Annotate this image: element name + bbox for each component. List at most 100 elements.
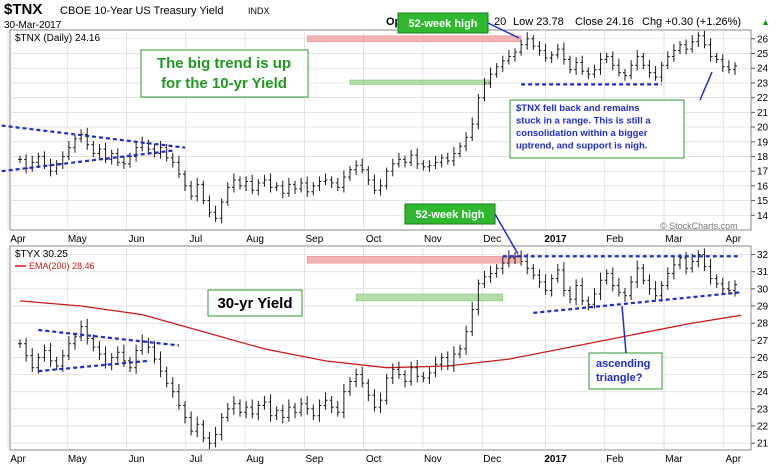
panel-top-title: $TNX (Daily) 24.16 xyxy=(15,33,100,44)
ema-line xyxy=(19,300,742,369)
x-tick-label: Nov xyxy=(424,234,442,245)
trendline-top-lower xyxy=(1,149,173,173)
x-tick-label: Jul xyxy=(189,234,202,245)
panel-top-axis: 14 15 16 17 18 19 20 21 22 23 24 25 26 xyxy=(751,34,769,222)
panel-top-frame xyxy=(9,29,752,231)
callout-30yr-text: 30-yr Yield xyxy=(217,295,292,312)
x-tick-label: May xyxy=(68,234,87,245)
panel-bottom-axis: 21 22 23 24 25 26 27 28 29 30 31 32 xyxy=(751,250,769,450)
header-change: Chg +0.30 (+1.26%) xyxy=(642,16,741,28)
support-zone xyxy=(355,293,504,302)
ema-legend-label: EMA(200) 28.46 xyxy=(29,261,95,271)
x-tick-label: Apr xyxy=(10,234,26,245)
x-tick-label: Feb xyxy=(606,454,624,465)
x-tick-label: 2017 xyxy=(544,234,567,245)
panel-bottom-title: $TYX 30.25 xyxy=(15,249,68,260)
x-tick-label: Dec xyxy=(483,234,501,245)
panel-top-month-labels: Apr May Jun Jul Aug Sep Oct Nov Dec 2017 Feb Mar Apr xyxy=(10,234,742,245)
y-tick-label: 22 xyxy=(757,93,769,104)
panel-bottom-frame xyxy=(9,245,752,451)
callout-note-range-text: $TNX fell back and remains stuck in a ran… xyxy=(516,103,651,152)
y-tick-label: 21 xyxy=(757,439,769,450)
badge-52wk-top: 52-week high xyxy=(397,12,520,39)
x-tick-label: Dec xyxy=(483,454,501,465)
y-tick-label: 19 xyxy=(757,137,769,148)
badge-52wk-bottom-text: 52-week high xyxy=(415,209,484,221)
x-tick-label: Oct xyxy=(366,454,382,465)
x-tick-label: Jun xyxy=(128,234,144,245)
panel-bottom-zones xyxy=(306,255,522,302)
y-tick-label: 14 xyxy=(757,211,769,222)
y-tick-label: 22 xyxy=(757,422,769,433)
panel-bottom-bars xyxy=(18,248,737,450)
panel-top-zones xyxy=(306,35,522,85)
header-partial-value: 20 xyxy=(494,16,506,28)
ascending-support-30yr xyxy=(533,291,742,314)
y-tick-label: 17 xyxy=(757,167,769,178)
x-tick-label: Mar xyxy=(665,234,683,245)
x-tick-label: Apr xyxy=(10,454,26,465)
y-tick-label: 32 xyxy=(757,250,769,261)
header-date: 30-Mar-2017 xyxy=(4,20,62,31)
x-tick-label: Jul xyxy=(189,454,202,465)
callout-30yr: 30-yr Yield xyxy=(207,289,303,317)
badge-52wk-bottom: 52-week high xyxy=(404,203,519,255)
y-tick-label: 26 xyxy=(757,353,769,364)
x-tick-label: Apr xyxy=(726,234,742,245)
support-zone xyxy=(349,79,491,85)
x-tick-label: May xyxy=(68,454,87,465)
header-change-arrow: ▲ xyxy=(761,17,770,27)
y-tick-label: 29 xyxy=(757,302,769,313)
panel-bottom-month-labels: Apr May Jun Jul Aug Sep Oct Nov Dec 2017 Feb Mar Apr xyxy=(10,454,742,465)
header-exchange: INDX xyxy=(248,6,270,16)
y-tick-label: 23 xyxy=(757,404,769,415)
watermark: © StockCharts.com xyxy=(660,221,738,231)
panel-bottom-grid xyxy=(7,246,751,450)
y-tick-label: 31 xyxy=(757,267,769,278)
x-tick-label: Mar xyxy=(665,454,683,465)
y-tick-label: 26 xyxy=(757,34,769,45)
callout-big-trend-text: The big trend is up for the 10-yr Yield xyxy=(157,55,291,92)
trendline-bottom-lower xyxy=(38,359,149,373)
badge-52wk-top-text: 52-week high xyxy=(408,18,477,30)
callout-big-trend: The big trend is up for the 10-yr Yield xyxy=(140,49,309,98)
y-tick-label: 21 xyxy=(757,108,769,119)
x-tick-label: 2017 xyxy=(544,454,567,465)
resistance-zone xyxy=(306,255,522,264)
x-tick-label: Apr xyxy=(726,454,742,465)
x-tick-label: Aug xyxy=(246,454,264,465)
header-close: Close 24.16 xyxy=(575,16,634,28)
x-tick-label: Jun xyxy=(128,454,144,465)
header-symbol: $TNX xyxy=(4,1,42,18)
resistance-zone xyxy=(306,35,522,43)
header-name: CBOE 10-Year US Treasury Yield xyxy=(60,5,223,17)
y-tick-label: 30 xyxy=(757,284,769,295)
y-tick-label: 28 xyxy=(757,319,769,330)
trendline-top-upper xyxy=(1,124,186,149)
y-tick-label: 18 xyxy=(757,152,769,163)
x-tick-label: Feb xyxy=(606,234,624,245)
x-tick-label: Oct xyxy=(366,234,382,245)
y-tick-label: 15 xyxy=(757,196,769,207)
callout-triangle: ascending triangle? xyxy=(588,305,663,390)
callout-triangle-text: ascending triangle? xyxy=(596,358,650,384)
callout-note-range: $TNX fell back and remains stuck in a ran… xyxy=(509,71,713,159)
panel-top-bars xyxy=(18,30,737,224)
header-low: Low 23.78 xyxy=(513,16,564,28)
y-tick-label: 24 xyxy=(757,387,769,398)
x-tick-label: Sep xyxy=(305,454,323,465)
trendline-bottom-upper xyxy=(38,328,180,347)
x-tick-label: Sep xyxy=(305,234,323,245)
x-tick-label: Aug xyxy=(246,234,264,245)
ema-layer xyxy=(19,300,742,369)
y-tick-label: 25 xyxy=(757,49,769,60)
y-tick-label: 23 xyxy=(757,78,769,89)
y-tick-label: 16 xyxy=(757,181,769,192)
y-tick-label: 20 xyxy=(757,123,769,134)
y-tick-label: 27 xyxy=(757,336,769,347)
trendline-layer xyxy=(1,83,742,373)
y-tick-label: 25 xyxy=(757,370,769,381)
y-tick-label: 24 xyxy=(757,64,769,75)
x-tick-label: Nov xyxy=(424,454,442,465)
